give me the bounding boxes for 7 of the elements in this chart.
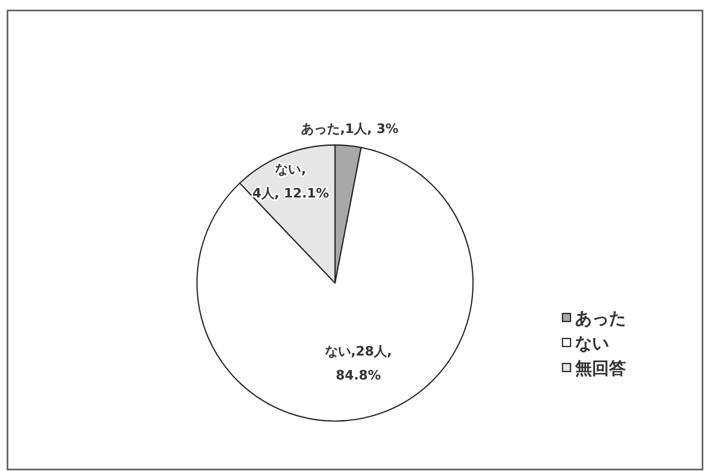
legend-label: あった bbox=[575, 309, 626, 329]
data-label: あった,1人, 3% bbox=[301, 122, 399, 137]
data-label: ない,28人, 84.8% bbox=[324, 344, 392, 384]
legend-label: 無回答 bbox=[574, 359, 626, 379]
data-label: ない, 4人, 12.1% bbox=[252, 162, 329, 202]
pie-slice bbox=[196, 146, 474, 422]
legend-label: ない bbox=[575, 334, 609, 354]
